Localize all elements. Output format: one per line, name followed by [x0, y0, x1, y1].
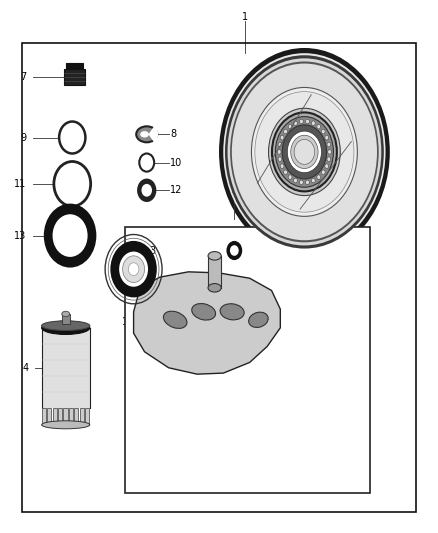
Circle shape [321, 130, 325, 134]
Circle shape [287, 131, 321, 173]
Bar [42, 328, 90, 408]
Bar [64, 69, 85, 85]
Circle shape [227, 58, 381, 245]
Circle shape [311, 121, 315, 126]
Bar [58, 408, 62, 425]
Text: 3: 3 [149, 246, 155, 255]
Circle shape [272, 112, 337, 191]
Circle shape [300, 119, 303, 124]
Circle shape [226, 241, 242, 260]
Circle shape [311, 178, 315, 183]
Text: 7: 7 [20, 72, 26, 82]
Bar [80, 408, 84, 425]
Bar [62, 314, 70, 324]
Circle shape [284, 170, 287, 174]
Circle shape [277, 150, 281, 154]
Circle shape [300, 180, 303, 184]
Circle shape [278, 142, 282, 147]
Polygon shape [134, 272, 280, 374]
Circle shape [325, 135, 328, 140]
Circle shape [141, 184, 152, 197]
Text: 12: 12 [170, 185, 182, 195]
Circle shape [251, 87, 357, 216]
Circle shape [137, 179, 156, 202]
Text: 13: 13 [14, 231, 26, 240]
Ellipse shape [220, 304, 244, 320]
Circle shape [268, 108, 340, 196]
Circle shape [327, 157, 331, 161]
Circle shape [230, 245, 239, 256]
Circle shape [53, 214, 88, 257]
Ellipse shape [192, 303, 215, 320]
Text: 14: 14 [122, 318, 134, 327]
Circle shape [123, 256, 145, 282]
Ellipse shape [136, 126, 157, 142]
Circle shape [44, 204, 96, 268]
Text: 1: 1 [242, 12, 248, 22]
Circle shape [294, 140, 314, 164]
Circle shape [288, 124, 292, 129]
Circle shape [278, 157, 282, 161]
Bar [69, 408, 73, 425]
Circle shape [119, 252, 148, 287]
Text: 10: 10 [170, 158, 182, 167]
Circle shape [219, 48, 390, 256]
Text: 5: 5 [291, 253, 297, 263]
Text: 4: 4 [22, 363, 28, 373]
Circle shape [288, 175, 292, 180]
Ellipse shape [208, 252, 221, 260]
Circle shape [327, 142, 331, 147]
Circle shape [328, 150, 332, 154]
Text: 9: 9 [20, 133, 26, 142]
Circle shape [306, 119, 309, 124]
Bar [42, 408, 46, 425]
Circle shape [280, 135, 284, 140]
Circle shape [282, 125, 327, 179]
Circle shape [293, 121, 297, 126]
Ellipse shape [140, 131, 149, 138]
Circle shape [280, 164, 284, 168]
Bar [66, 63, 83, 69]
Ellipse shape [42, 321, 90, 330]
Ellipse shape [42, 321, 90, 335]
Bar [74, 408, 78, 425]
Text: 11: 11 [14, 179, 26, 189]
Circle shape [321, 170, 325, 174]
Ellipse shape [163, 311, 187, 328]
Circle shape [232, 63, 377, 240]
Bar [22, 43, 416, 512]
Circle shape [110, 241, 157, 297]
Circle shape [230, 61, 379, 243]
Text: 6: 6 [301, 253, 307, 263]
Ellipse shape [208, 284, 221, 292]
Circle shape [293, 178, 297, 183]
Ellipse shape [249, 312, 268, 327]
Wedge shape [148, 125, 158, 143]
Circle shape [225, 55, 384, 248]
Text: 2: 2 [231, 185, 237, 195]
Circle shape [317, 124, 321, 129]
Circle shape [223, 53, 385, 251]
Ellipse shape [42, 421, 90, 429]
Circle shape [276, 117, 333, 187]
Circle shape [325, 164, 328, 168]
Bar [53, 408, 57, 425]
Circle shape [128, 263, 139, 276]
Text: 8: 8 [170, 130, 176, 139]
Circle shape [284, 130, 287, 134]
Bar [85, 408, 89, 425]
Circle shape [215, 43, 394, 261]
Circle shape [291, 135, 318, 168]
Bar [47, 408, 51, 425]
Text: 15: 15 [138, 318, 151, 327]
Bar [64, 408, 67, 425]
Circle shape [317, 175, 321, 180]
Bar [208, 256, 221, 288]
Circle shape [255, 92, 354, 212]
Ellipse shape [62, 311, 70, 317]
Bar [125, 227, 370, 493]
Circle shape [306, 180, 309, 184]
